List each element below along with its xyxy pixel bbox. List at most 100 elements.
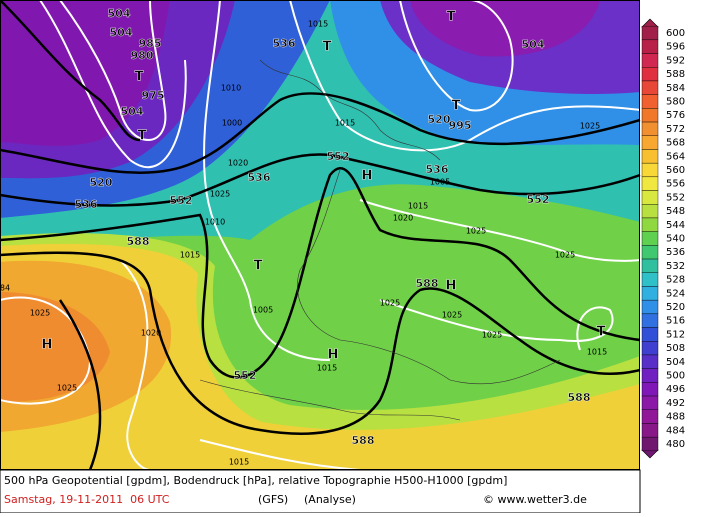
footer: 500 hPa Geopotential [gpdm], Bodendruck …	[0, 469, 641, 514]
pressure-center: T	[138, 129, 147, 144]
isobar	[202, 0, 331, 361]
field-yellow	[0, 243, 640, 470]
contour-label: 520	[90, 176, 113, 189]
contour-label: 1005	[430, 178, 450, 187]
colorbar-swatch	[641, 217, 659, 232]
height-line	[0, 92, 641, 174]
colorbar-swatch	[641, 245, 659, 260]
colorbar-swatch	[641, 149, 659, 164]
colorbar-arrow-top	[641, 18, 659, 28]
colorbar-swatch	[641, 258, 659, 273]
colorbar-label: 556	[666, 179, 685, 190]
contour-label: 975	[142, 89, 165, 102]
footer-model: (GFS)	[258, 493, 288, 506]
contour-label: 588	[127, 235, 150, 248]
field-deep-purple	[0, 0, 170, 146]
footer-date: Samstag, 19-11-2011 06 UTC	[4, 493, 170, 506]
colorbar-swatch	[641, 108, 659, 123]
colorbar-label: 564	[666, 151, 685, 162]
colorbar-label: 488	[666, 412, 685, 423]
contour-label: 1025	[380, 299, 400, 308]
colorbar-label: 544	[666, 220, 685, 231]
contour-label: 552	[234, 369, 257, 382]
colorbar-swatch	[641, 121, 659, 136]
contour-label: 84	[0, 284, 10, 293]
isobar	[359, 199, 641, 262]
colorbar-swatch	[641, 382, 659, 397]
colorbar-label: 600	[666, 28, 685, 39]
footer-description: 500 hPa Geopotential [gpdm], Bodendruck …	[4, 474, 507, 487]
colorbar-label: 516	[666, 316, 685, 327]
pressure-center: T	[597, 325, 606, 340]
colorbar-label: 480	[666, 439, 685, 450]
colorbar-swatch	[641, 39, 659, 54]
colorbar-swatch	[641, 341, 659, 356]
contour-label: 552	[527, 193, 550, 206]
coastline	[199, 379, 461, 421]
isobar	[399, 0, 514, 112]
contour-label: 536	[426, 163, 449, 176]
contour-label: 588	[416, 277, 439, 290]
contour-label: 1025	[210, 190, 230, 199]
contour-label: 588	[568, 391, 591, 404]
colorbar-swatch	[641, 286, 659, 301]
field-dark-orange	[0, 292, 110, 402]
colorbar-label: 536	[666, 247, 685, 258]
contour-label: 995	[449, 119, 472, 132]
colorbar-label: 596	[666, 42, 685, 53]
colorbar-label: 584	[666, 83, 685, 94]
colorbar-label: 492	[666, 398, 685, 409]
isobar	[119, 259, 151, 471]
colorbar-label: 592	[666, 55, 685, 66]
contour-label: 980	[131, 49, 154, 62]
contour-label: 1015	[229, 458, 249, 467]
contour-label: 1020	[228, 159, 248, 168]
isobar	[199, 439, 361, 471]
contour-label: 1020	[393, 214, 413, 223]
height-line	[0, 167, 641, 379]
colorbar-label: 524	[666, 288, 685, 299]
colorbar-swatch	[641, 272, 659, 287]
pressure-center: T	[452, 99, 461, 114]
pressure-center: T	[323, 40, 332, 55]
colorbar-label: 552	[666, 192, 685, 203]
pressure-center: H	[328, 348, 339, 363]
height-line	[0, 153, 641, 207]
isobar	[59, 0, 167, 141]
isobars	[0, 0, 641, 471]
colorbar-swatch	[641, 204, 659, 219]
colorbar-swatch	[641, 67, 659, 82]
contour-label: 1025	[466, 227, 486, 236]
colorbar-swatch	[641, 25, 659, 41]
contour-label: 1015	[587, 348, 607, 357]
contour-label: 1015	[308, 20, 328, 29]
contour-label: 504	[121, 105, 144, 118]
colorbar-label: 484	[666, 425, 685, 436]
pressure-center: T	[135, 70, 144, 85]
colorbar-label: 532	[666, 261, 685, 272]
pressure-center: H	[446, 279, 457, 294]
contour-label: 504	[522, 38, 545, 51]
isobar	[379, 299, 614, 351]
pressure-center: T	[447, 10, 456, 25]
colorbar-swatch	[641, 299, 659, 315]
contour-label: 1025	[555, 251, 575, 260]
geopotential-lines	[0, 0, 641, 471]
colorbar-swatch	[641, 53, 659, 68]
contour-label: 504	[110, 26, 133, 39]
footer-credit: © www.wetter3.de	[483, 493, 587, 506]
colorbar-label: 588	[666, 69, 685, 80]
height-line	[0, 251, 641, 435]
colorbar-label: 500	[666, 371, 685, 382]
contour-label: 1010	[221, 84, 241, 93]
contour-label: 1015	[317, 364, 337, 373]
isobar	[289, 0, 641, 152]
contour-label: 1005	[253, 306, 273, 315]
colorbar-swatch	[641, 176, 659, 191]
coastlines	[199, 59, 561, 421]
pressure-center: H	[42, 338, 53, 353]
colorbar-swatch	[641, 80, 659, 95]
contour-label: 588	[352, 434, 375, 447]
